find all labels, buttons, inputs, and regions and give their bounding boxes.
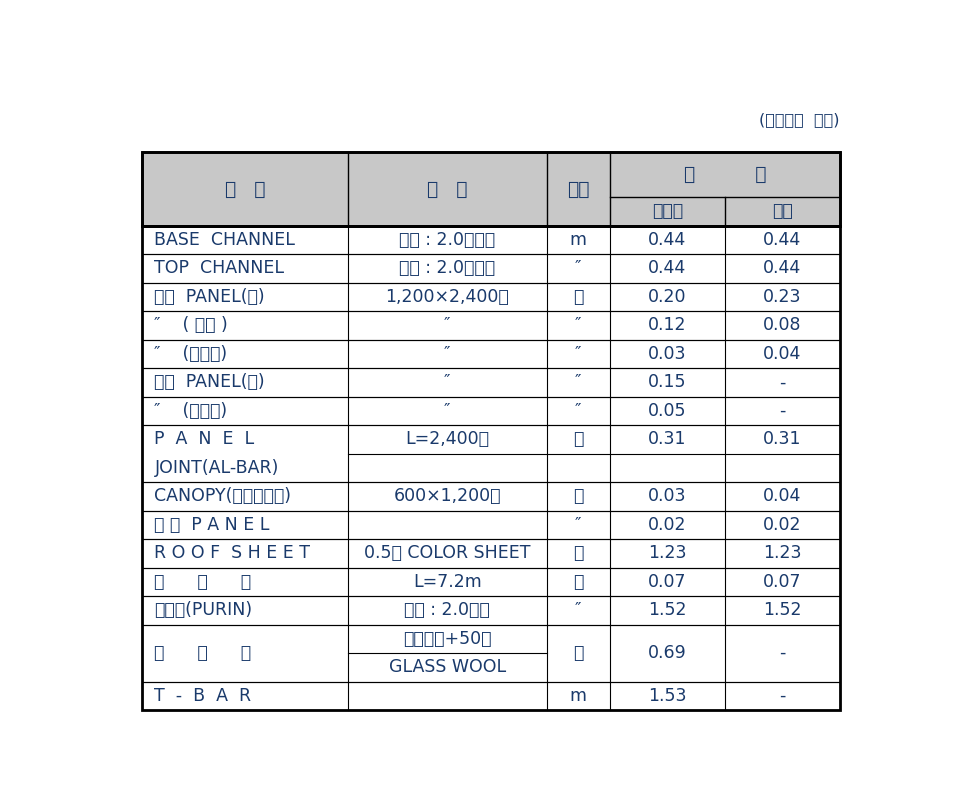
Text: 매: 매 <box>573 288 583 306</box>
Text: ″: ″ <box>445 374 450 391</box>
Text: ″: ″ <box>575 259 582 277</box>
Text: ″: ″ <box>575 516 582 534</box>
Text: 두께 : 2.0㎏이상: 두께 : 2.0㎏이상 <box>399 259 495 277</box>
Text: ″    ( 사문 ): ″ ( 사문 ) <box>154 316 228 334</box>
Text: T  -  B  A  R: T - B A R <box>154 687 252 705</box>
Text: ″: ″ <box>575 374 582 391</box>
Text: 0.31: 0.31 <box>764 431 802 448</box>
Text: ″    (철재문): ″ (철재문) <box>154 345 227 363</box>
Text: ″: ″ <box>445 316 450 334</box>
Text: m: m <box>570 231 586 249</box>
Text: ″: ″ <box>445 345 450 363</box>
Text: 1.53: 1.53 <box>648 687 687 705</box>
Text: R O O F  S H E E T: R O O F S H E E T <box>154 544 310 563</box>
Text: 규   격: 규 격 <box>427 180 468 199</box>
Text: 0.04: 0.04 <box>764 345 802 363</box>
Bar <box>142 283 840 311</box>
Text: 중도리(PURIN): 중도리(PURIN) <box>154 601 253 620</box>
Text: 0.08: 0.08 <box>764 316 802 334</box>
Text: 0.44: 0.44 <box>648 231 686 249</box>
Text: GLASS WOOL: GLASS WOOL <box>389 658 506 676</box>
Text: 1,200×2,400㎏: 1,200×2,400㎏ <box>385 288 510 306</box>
Text: 0.20: 0.20 <box>648 288 687 306</box>
Text: ㎡: ㎡ <box>573 544 583 563</box>
Bar <box>142 625 840 682</box>
Bar <box>142 539 840 568</box>
Text: ″: ″ <box>575 601 582 620</box>
Bar <box>142 152 840 225</box>
Text: 0.44: 0.44 <box>764 231 802 249</box>
Bar <box>142 510 840 539</box>
Text: 창고: 창고 <box>772 202 792 221</box>
Text: -: - <box>779 687 786 705</box>
Text: BASE  CHANNEL: BASE CHANNEL <box>154 231 295 249</box>
Bar <box>142 682 840 710</box>
Text: 0.44: 0.44 <box>764 259 802 277</box>
Bar <box>142 340 840 368</box>
Text: 0.44: 0.44 <box>648 259 686 277</box>
Bar <box>142 482 840 510</box>
Text: 트      러      스: 트 러 스 <box>154 573 252 591</box>
Text: -: - <box>779 402 786 420</box>
Bar <box>142 225 840 254</box>
Bar <box>142 425 840 482</box>
Text: 단위: 단위 <box>567 180 589 199</box>
Text: m: m <box>570 687 586 705</box>
Text: 사무소: 사무소 <box>651 202 683 221</box>
Text: 내부  PANEL(벽): 내부 PANEL(벽) <box>154 374 265 391</box>
Text: ″    (목재문): ″ (목재문) <box>154 402 227 420</box>
Text: P  A  N  E  L: P A N E L <box>154 431 255 448</box>
Text: 박 공  P A N E L: 박 공 P A N E L <box>154 516 270 534</box>
Text: 수          량: 수 량 <box>683 165 766 184</box>
Bar <box>142 254 840 283</box>
Text: 1.52: 1.52 <box>764 601 802 620</box>
Text: 조: 조 <box>573 431 583 448</box>
Text: -: - <box>779 644 786 663</box>
Bar <box>142 397 840 425</box>
Text: L=7.2m: L=7.2m <box>413 573 482 591</box>
Text: -: - <box>779 374 786 391</box>
Text: 0.07: 0.07 <box>764 573 802 591</box>
Text: 0.04: 0.04 <box>764 487 802 506</box>
Text: 미장합판+50㎏: 미장합판+50㎏ <box>403 630 491 648</box>
Text: ″: ″ <box>445 402 450 420</box>
Bar <box>142 597 840 625</box>
Text: 0.12: 0.12 <box>648 316 687 334</box>
Text: 0.15: 0.15 <box>648 374 687 391</box>
Text: 0.69: 0.69 <box>648 644 687 663</box>
Bar <box>142 568 840 597</box>
Text: ″: ″ <box>575 316 582 334</box>
Text: 1.52: 1.52 <box>648 601 687 620</box>
Bar <box>142 368 840 397</box>
Bar <box>142 311 840 340</box>
Text: 개: 개 <box>573 573 583 591</box>
Text: 600×1,200㎏: 600×1,200㎏ <box>394 487 501 506</box>
Text: 청      장      판: 청 장 판 <box>154 644 252 663</box>
Text: 1.23: 1.23 <box>764 544 802 563</box>
Bar <box>142 152 840 225</box>
Text: 0.07: 0.07 <box>648 573 687 591</box>
Text: 구   분: 구 분 <box>225 180 265 199</box>
Text: 매: 매 <box>573 487 583 506</box>
Text: CANOPY(출입구채양): CANOPY(출입구채양) <box>154 487 291 506</box>
Text: ″: ″ <box>575 345 582 363</box>
Text: 0.03: 0.03 <box>648 345 687 363</box>
Text: 0.31: 0.31 <box>648 431 687 448</box>
Text: 0.05: 0.05 <box>648 402 687 420</box>
Text: 두께 : 2.0이상: 두께 : 2.0이상 <box>404 601 490 620</box>
Text: 두께 : 2.0㎏이상: 두께 : 2.0㎏이상 <box>399 231 495 249</box>
Text: 0.02: 0.02 <box>648 516 687 534</box>
Text: 0.5㎏ COLOR SHEET: 0.5㎏ COLOR SHEET <box>364 544 531 563</box>
Text: 0.23: 0.23 <box>764 288 802 306</box>
Text: JOINT(AL-BAR): JOINT(AL-BAR) <box>154 459 279 477</box>
Text: (바닥면적  ㎡당): (바닥면적 ㎡당) <box>760 113 840 127</box>
Text: 0.03: 0.03 <box>648 487 687 506</box>
Text: 1.23: 1.23 <box>648 544 687 563</box>
Text: 0.02: 0.02 <box>764 516 802 534</box>
Text: 매: 매 <box>573 644 583 663</box>
Text: L=2,400㎏: L=2,400㎏ <box>405 431 490 448</box>
Text: TOP  CHANNEL: TOP CHANNEL <box>154 259 285 277</box>
Text: ″: ″ <box>575 402 582 420</box>
Text: 외부  PANEL(벽): 외부 PANEL(벽) <box>154 288 265 306</box>
